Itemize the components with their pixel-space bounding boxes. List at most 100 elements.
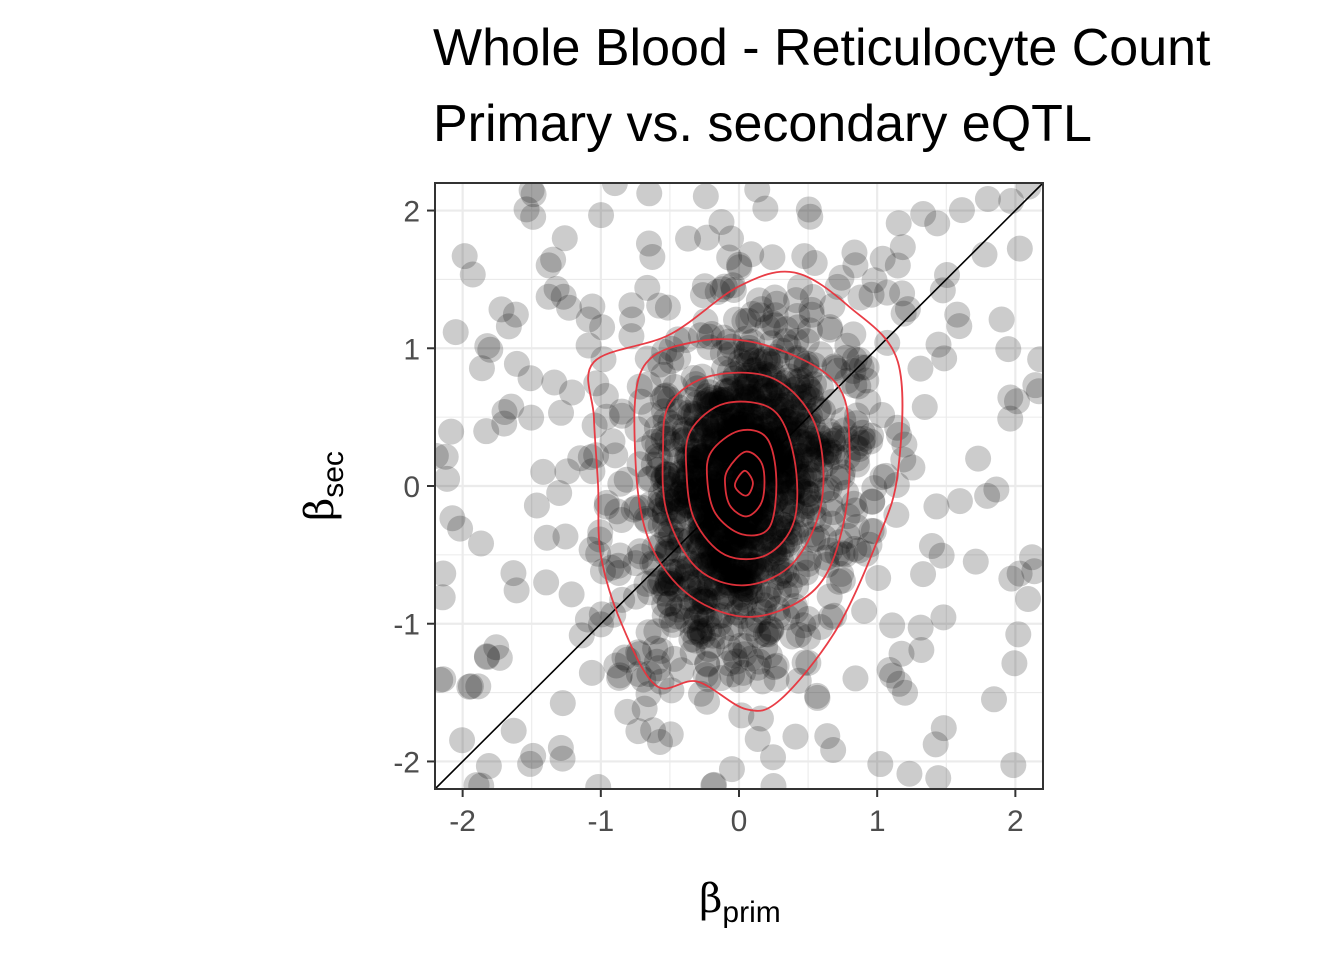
- data-point: [447, 515, 474, 542]
- data-point: [546, 479, 573, 506]
- data-point: [657, 721, 684, 748]
- data-point: [637, 490, 664, 517]
- data-point: [689, 483, 716, 510]
- data-point: [714, 437, 741, 464]
- data-point: [732, 541, 759, 568]
- data-point: [771, 426, 798, 453]
- data-point: [735, 376, 762, 403]
- data-point: [746, 555, 773, 582]
- data-point: [676, 399, 703, 426]
- data-point: [750, 405, 777, 432]
- data-point: [980, 686, 1007, 713]
- data-point: [760, 488, 787, 515]
- data-point: [718, 441, 745, 468]
- data-point: [676, 454, 703, 481]
- data-point: [768, 547, 795, 574]
- data-point: [785, 374, 812, 401]
- data-point: [550, 283, 577, 310]
- data-point: [721, 562, 748, 589]
- data-point: [671, 481, 698, 508]
- data-point: [642, 635, 669, 662]
- data-point: [729, 387, 756, 414]
- data-point: [779, 448, 806, 475]
- data-point: [745, 287, 772, 314]
- data-point: [778, 444, 805, 471]
- data-point: [647, 488, 674, 515]
- data-point: [974, 185, 1001, 212]
- data-point: [766, 458, 793, 485]
- data-point: [817, 537, 844, 564]
- data-point: [628, 494, 655, 521]
- data-point: [646, 445, 673, 472]
- data-point: [700, 490, 727, 517]
- data-point: [1015, 183, 1042, 200]
- data-point: [668, 657, 695, 684]
- data-point: [832, 541, 859, 568]
- data-point: [696, 323, 723, 350]
- data-point: [728, 584, 755, 611]
- data-point: [716, 341, 743, 368]
- data-point: [473, 643, 500, 670]
- data-point: [796, 317, 823, 344]
- data-point: [745, 364, 772, 391]
- data-point: [713, 464, 740, 491]
- data-point: [794, 480, 821, 507]
- data-point: [796, 446, 823, 473]
- data-point: [717, 487, 744, 514]
- data-point: [804, 684, 831, 711]
- data-point: [858, 281, 885, 308]
- data-point: [853, 367, 880, 394]
- data-point: [722, 478, 749, 505]
- data-point: [792, 478, 819, 505]
- data-point: [625, 718, 652, 745]
- data-point: [693, 383, 720, 410]
- data-point: [757, 351, 784, 378]
- data-point: [789, 428, 816, 455]
- data-point: [626, 451, 653, 478]
- data-point: [718, 529, 745, 556]
- data-point: [718, 559, 745, 586]
- data-point: [842, 665, 869, 692]
- data-point: [660, 559, 687, 586]
- data-point: [717, 427, 744, 454]
- data-point: [735, 513, 762, 540]
- data-point: [656, 590, 683, 617]
- data-point: [722, 439, 749, 466]
- data-point: [710, 535, 737, 562]
- data-point: [776, 571, 803, 598]
- data-point: [702, 469, 729, 496]
- data-point: [696, 379, 723, 406]
- data-point: [772, 528, 799, 555]
- data-point: [654, 461, 681, 488]
- data-point: [776, 527, 803, 554]
- data-point: [889, 234, 916, 261]
- data-point: [710, 548, 737, 575]
- data-point: [795, 649, 822, 676]
- data-point: [702, 532, 729, 559]
- data-point: [752, 422, 779, 449]
- data-point: [731, 462, 758, 489]
- data-point: [840, 321, 867, 348]
- density-contours: [587, 270, 904, 712]
- data-point: [833, 426, 860, 453]
- data-point: [748, 445, 775, 472]
- data-point: [692, 551, 719, 578]
- data-point: [713, 451, 740, 478]
- data-point: [691, 439, 718, 466]
- data-point: [668, 522, 695, 549]
- data-point: [690, 514, 717, 541]
- data-point: [652, 474, 679, 501]
- data-point: [661, 645, 688, 672]
- data-point: [732, 510, 759, 537]
- data-point: [750, 446, 777, 473]
- data-point: [760, 773, 787, 789]
- data-point: [718, 550, 745, 577]
- data-point: [657, 567, 684, 594]
- data-point: [696, 545, 723, 572]
- data-point: [756, 525, 783, 552]
- data-point: [732, 554, 759, 581]
- data-point: [770, 393, 797, 420]
- data-point: [796, 376, 823, 403]
- data-point: [682, 627, 709, 654]
- data-point: [783, 573, 810, 600]
